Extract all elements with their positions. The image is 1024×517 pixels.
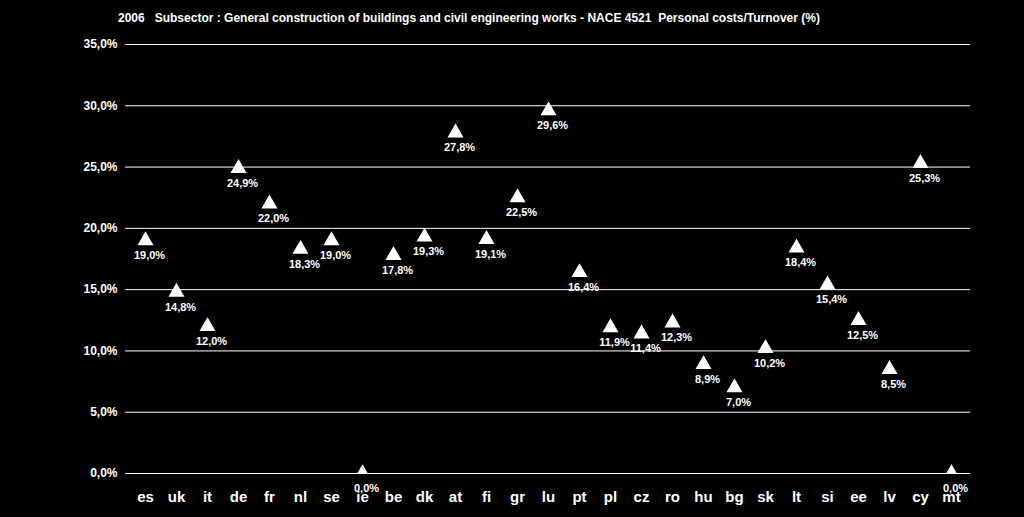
svg-text:19,3%: 19,3% — [413, 245, 444, 257]
svg-text:cy: cy — [912, 488, 929, 505]
svg-text:be: be — [385, 488, 403, 505]
svg-text:22,0%: 22,0% — [258, 212, 289, 224]
svg-text:30,0%: 30,0% — [83, 99, 117, 113]
svg-text:17,8%: 17,8% — [382, 264, 413, 276]
svg-text:12,3%: 12,3% — [661, 331, 692, 343]
svg-text:12,5%: 12,5% — [847, 329, 878, 341]
svg-text:29,6%: 29,6% — [537, 119, 568, 131]
svg-text:it: it — [203, 488, 212, 505]
svg-text:fr: fr — [264, 488, 275, 505]
svg-text:19,0%: 19,0% — [134, 249, 165, 261]
svg-text:mt: mt — [942, 488, 961, 506]
svg-text:15,4%: 15,4% — [816, 293, 847, 305]
svg-text:sk: sk — [757, 488, 774, 505]
svg-text:0,0%: 0,0% — [90, 466, 118, 480]
svg-text:pt: pt — [572, 488, 586, 505]
svg-text:lu: lu — [542, 488, 555, 505]
svg-text:35,0%: 35,0% — [83, 37, 117, 51]
svg-text:18,4%: 18,4% — [785, 256, 816, 268]
svg-text:ie: ie — [356, 488, 369, 506]
svg-text:10,2%: 10,2% — [754, 357, 785, 369]
svg-text:12,0%: 12,0% — [196, 335, 227, 347]
svg-text:19,1%: 19,1% — [475, 248, 506, 260]
svg-text:de: de — [230, 488, 248, 505]
svg-text:15,0%: 15,0% — [83, 282, 117, 296]
svg-text:22,5%: 22,5% — [506, 206, 537, 218]
svg-text:5,0%: 5,0% — [90, 405, 118, 419]
svg-text:16,4%: 16,4% — [568, 281, 599, 293]
svg-text:hu: hu — [694, 488, 712, 505]
svg-text:0,0%: 0,0% — [943, 482, 968, 494]
svg-text:fi: fi — [482, 488, 491, 505]
svg-text:lt: lt — [792, 488, 801, 505]
svg-text:nl: nl — [294, 488, 307, 505]
svg-text:si: si — [821, 488, 834, 505]
svg-text:8,5%: 8,5% — [881, 378, 906, 390]
svg-text:lv: lv — [883, 488, 896, 505]
svg-text:se: se — [323, 488, 340, 505]
svg-text:19,0%: 19,0% — [320, 249, 351, 261]
svg-text:25,0%: 25,0% — [83, 160, 117, 174]
svg-text:11,9%: 11,9% — [599, 336, 630, 348]
svg-text:14,8%: 14,8% — [165, 301, 196, 313]
svg-text:8,9%: 8,9% — [695, 373, 720, 385]
svg-text:20,0%: 20,0% — [83, 221, 117, 235]
svg-text:18,3%: 18,3% — [289, 258, 320, 270]
svg-text:ro: ro — [665, 488, 680, 505]
svg-text:gr: gr — [510, 488, 525, 505]
svg-text:27,8%: 27,8% — [444, 141, 475, 153]
html-text:2006 Subsector : General const: 2006 Subsector : General construction of… — [118, 11, 820, 25]
svg-text:ee: ee — [850, 488, 867, 505]
svg-text:uk: uk — [168, 488, 186, 505]
svg-text:at: at — [449, 488, 462, 505]
svg-text:7,0%: 7,0% — [726, 396, 751, 408]
svg-text:0,0%: 0,0% — [354, 482, 379, 494]
svg-text:es: es — [137, 488, 154, 505]
svg-text:24,9%: 24,9% — [227, 177, 258, 189]
svg-text:cz: cz — [634, 488, 650, 505]
svg-text:dk: dk — [416, 488, 434, 505]
svg-text:pl: pl — [604, 488, 617, 505]
svg-text:11,4%: 11,4% — [630, 342, 661, 354]
svg-text:bg: bg — [725, 488, 743, 505]
svg-text:25,3%: 25,3% — [909, 172, 940, 184]
svg-text:10,0%: 10,0% — [83, 344, 117, 358]
